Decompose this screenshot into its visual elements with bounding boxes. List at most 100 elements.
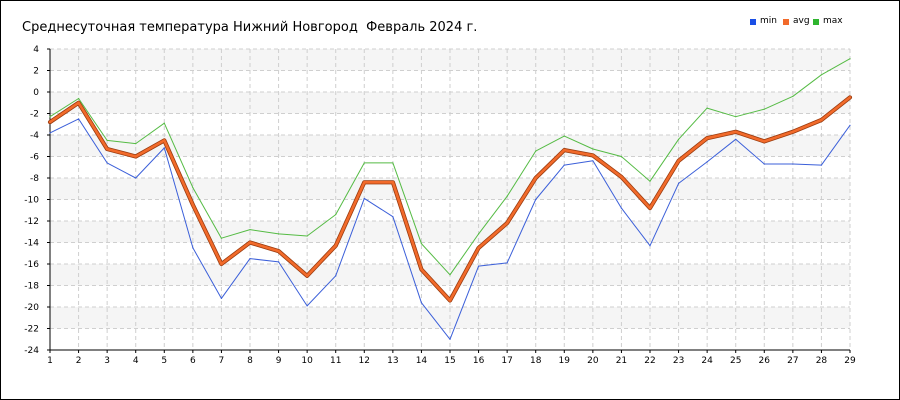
y-tick-label: -24 — [24, 346, 39, 356]
x-tick-label: 16 — [473, 356, 485, 366]
y-tick-label: -20 — [24, 303, 39, 313]
data-point-max — [77, 97, 80, 100]
x-tick-label: 5 — [161, 356, 167, 366]
data-point-min — [392, 216, 394, 218]
data-point-max — [535, 150, 537, 152]
y-tick-label: -18 — [24, 282, 39, 292]
legend-swatch-min — [750, 19, 756, 25]
legend-swatch-avg — [783, 19, 789, 25]
data-point-max — [392, 162, 394, 164]
data-point-avg — [105, 147, 109, 151]
x-tick-label: 9 — [276, 356, 282, 366]
data-point-max — [792, 95, 794, 97]
data-point-avg — [477, 246, 480, 250]
data-point-min — [735, 138, 737, 140]
data-point-max — [763, 108, 765, 110]
data-point-avg — [791, 130, 795, 133]
data-point-min — [163, 147, 165, 149]
data-point-max — [477, 233, 480, 235]
data-point-min — [192, 247, 194, 249]
data-point-avg — [648, 206, 652, 210]
plot-band — [50, 92, 850, 114]
data-point-min — [706, 161, 708, 163]
data-point-min — [249, 258, 251, 260]
data-point-min — [449, 338, 451, 340]
x-tick-label: 25 — [730, 356, 741, 366]
data-point-min — [420, 302, 423, 304]
data-point-min — [106, 162, 108, 164]
x-tick-label: 14 — [416, 356, 428, 366]
data-point-avg — [334, 244, 337, 247]
x-tick-label: 23 — [673, 356, 684, 366]
x-tick-label: 7 — [219, 356, 225, 366]
data-point-max — [820, 74, 823, 76]
data-point-max — [163, 122, 165, 124]
data-point-min — [335, 275, 337, 277]
x-tick-label: 4 — [133, 356, 139, 366]
data-point-avg — [705, 137, 709, 140]
data-point-max — [849, 58, 851, 60]
data-point-min — [220, 297, 223, 299]
data-point-min — [763, 163, 765, 165]
data-point-avg — [820, 118, 823, 122]
data-point-avg — [448, 299, 452, 302]
data-point-avg — [420, 268, 423, 271]
data-point-max — [220, 237, 223, 239]
data-point-max — [735, 116, 737, 118]
x-tick-label: 1 — [47, 356, 53, 366]
data-point-min — [792, 163, 794, 165]
data-point-avg — [277, 249, 280, 253]
x-tick-label: 11 — [330, 356, 341, 366]
legend-swatch-max — [813, 19, 819, 25]
data-point-avg — [363, 181, 366, 184]
x-tick-label: 6 — [190, 356, 196, 366]
data-point-avg — [734, 130, 737, 133]
y-tick-label: -6 — [30, 153, 39, 163]
x-tick-label: 18 — [530, 356, 542, 366]
data-point-max — [192, 187, 194, 189]
data-point-max — [449, 274, 451, 276]
data-point-max — [363, 162, 365, 164]
data-point-min — [620, 207, 623, 209]
data-point-min — [563, 164, 565, 166]
data-point-max — [649, 180, 651, 182]
x-tick-label: 13 — [387, 356, 398, 366]
data-point-min — [277, 261, 280, 263]
y-tick-label: -12 — [24, 217, 39, 227]
x-tick-label: 2 — [76, 356, 82, 366]
data-point-max — [706, 107, 708, 109]
y-tick-label: -8 — [30, 174, 39, 184]
x-tick-label: 19 — [559, 356, 571, 366]
data-point-avg — [305, 274, 309, 278]
y-tick-label: -16 — [24, 260, 39, 270]
data-point-min — [477, 265, 480, 267]
y-tick-label: 0 — [33, 88, 39, 98]
data-point-avg — [591, 154, 595, 157]
data-point-max — [592, 148, 594, 150]
x-tick-label: 12 — [359, 356, 370, 366]
x-tick-label: 29 — [844, 356, 856, 366]
data-point-max — [49, 116, 51, 118]
data-point-min — [592, 160, 594, 162]
data-point-avg — [191, 203, 195, 207]
data-point-min — [49, 132, 51, 134]
y-tick-label: -22 — [24, 325, 39, 335]
data-point-avg — [391, 181, 395, 184]
x-tick-label: 17 — [501, 356, 512, 366]
x-tick-label: 21 — [616, 356, 627, 366]
legend-label-min: min — [760, 16, 777, 26]
x-tick-label: 10 — [301, 356, 313, 366]
data-point-avg — [563, 148, 566, 152]
data-point-min — [820, 164, 823, 166]
legend-label-max: max — [823, 16, 843, 26]
y-tick-label: -4 — [30, 131, 39, 141]
data-point-avg — [134, 155, 137, 158]
data-point-avg — [77, 101, 80, 104]
data-point-avg — [620, 175, 623, 179]
y-tick-label: -10 — [24, 196, 39, 206]
x-tick-label: 20 — [587, 356, 599, 366]
data-point-avg — [48, 120, 52, 124]
data-point-min — [363, 197, 365, 200]
